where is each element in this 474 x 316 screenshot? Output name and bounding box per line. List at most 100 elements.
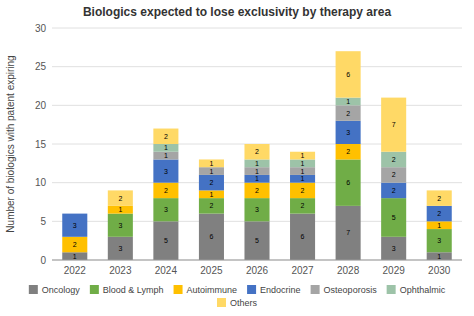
y-tick-label: 15 xyxy=(35,139,47,150)
y-tick-label: 5 xyxy=(40,216,46,227)
bar-segment xyxy=(381,198,406,237)
data-label: 1 xyxy=(209,168,213,175)
bar-segment xyxy=(244,167,269,175)
legend-label: Osteoporosis xyxy=(324,285,378,295)
y-tick-label: 25 xyxy=(35,61,47,72)
bar-segment xyxy=(244,144,269,159)
x-tick-label: 2023 xyxy=(109,265,132,276)
bar-segment xyxy=(153,198,178,221)
bar-segment xyxy=(290,183,315,198)
bar-segment xyxy=(244,159,269,167)
bar-segment xyxy=(290,198,315,213)
bar-segment xyxy=(244,175,269,183)
y-tick-label: 10 xyxy=(35,177,47,188)
bar-segment xyxy=(108,214,133,237)
bar-segment xyxy=(290,167,315,175)
x-tick-label: 2030 xyxy=(428,265,451,276)
data-label: 2 xyxy=(346,110,350,117)
data-label: 2 xyxy=(209,179,213,186)
data-label: 1 xyxy=(209,191,213,198)
bar-segment xyxy=(290,159,315,167)
legend: OncologyBlood & LymphAutoimmuneEndocrine… xyxy=(29,285,446,308)
bar-segment xyxy=(336,206,361,260)
legend-label: Oncology xyxy=(42,285,81,295)
legend-item: Others xyxy=(217,298,258,308)
data-label: 2 xyxy=(209,202,213,209)
data-label: 1 xyxy=(437,222,441,229)
data-label: 3 xyxy=(73,222,77,229)
x-tick-label: 2026 xyxy=(246,265,269,276)
grid-line xyxy=(52,66,462,67)
bar-segment xyxy=(108,237,133,260)
data-label: 6 xyxy=(346,179,350,186)
data-label: 6 xyxy=(301,233,305,240)
bar-segment xyxy=(427,221,452,229)
data-label: 3 xyxy=(118,245,122,252)
data-label: 3 xyxy=(118,222,122,229)
data-label: 2 xyxy=(437,195,441,202)
bar-segment xyxy=(62,214,87,237)
bar-segment xyxy=(336,159,361,205)
bars xyxy=(62,51,452,260)
legend-item: Osteoporosis xyxy=(311,285,378,295)
bar-segment xyxy=(199,167,224,175)
data-label: 6 xyxy=(209,233,213,240)
data-label: 2 xyxy=(346,148,350,155)
data-label: 2 xyxy=(392,156,396,163)
legend-item: Oncology xyxy=(29,285,81,295)
x-tick-label: 2025 xyxy=(200,265,223,276)
bar-segment xyxy=(153,152,178,160)
data-label: 5 xyxy=(392,214,396,221)
legend-label: Others xyxy=(230,298,258,308)
data-label: 1 xyxy=(118,206,122,213)
bar-segment xyxy=(381,237,406,260)
legend-swatch xyxy=(217,298,226,307)
bar-segment xyxy=(153,144,178,152)
data-label: 3 xyxy=(437,237,441,244)
bar-segment xyxy=(336,98,361,106)
bar-segment xyxy=(336,144,361,159)
legend-swatch xyxy=(247,285,256,294)
legend-item: Autoimmune xyxy=(174,285,238,295)
data-label: 2 xyxy=(73,241,77,248)
y-axis-label: Number of biologics with patent expiring xyxy=(5,55,16,232)
x-tick-label: 2027 xyxy=(291,265,314,276)
bar-segment xyxy=(153,221,178,260)
legend-swatch xyxy=(311,285,320,294)
data-label: 3 xyxy=(164,206,168,213)
data-label: 3 xyxy=(346,129,350,136)
title: Biologics expected to lose exclusivity b… xyxy=(83,5,391,19)
legend-swatch xyxy=(90,285,99,294)
bar-segment xyxy=(336,105,361,120)
bar-segment xyxy=(62,213,87,214)
bar-segment xyxy=(62,237,87,252)
data-label: 1 xyxy=(73,253,77,260)
data-label: 1 xyxy=(301,152,305,159)
bar-segment xyxy=(427,229,452,252)
bar-segment xyxy=(244,198,269,221)
data-label: 1 xyxy=(301,168,305,175)
data-label: 3 xyxy=(392,245,396,252)
data-label: 7 xyxy=(346,229,350,236)
bar-segment xyxy=(153,129,178,144)
chart: Biologics expected to lose exclusivity b… xyxy=(0,0,474,316)
bar-segment xyxy=(381,98,406,152)
legend-label: Ophthalmic xyxy=(400,285,446,295)
bar-segment xyxy=(336,121,361,144)
data-label: 1 xyxy=(255,175,259,182)
bar-segment xyxy=(108,190,133,205)
bar-segment xyxy=(199,198,224,213)
x-axis-line xyxy=(52,260,462,261)
bar-segment xyxy=(336,51,361,97)
bar-segment xyxy=(199,175,224,190)
legend-label: Endocrine xyxy=(260,285,301,295)
legend-item: Ophthalmic xyxy=(387,285,446,295)
data-label: 2 xyxy=(392,171,396,178)
data-label: 2 xyxy=(392,187,396,194)
legend-swatch xyxy=(174,285,183,294)
bar-segment xyxy=(62,252,87,260)
x-tick-label: 2029 xyxy=(383,265,406,276)
x-tick-label: 2022 xyxy=(64,265,87,276)
bar-segment xyxy=(62,213,87,214)
legend-swatch xyxy=(387,285,396,294)
